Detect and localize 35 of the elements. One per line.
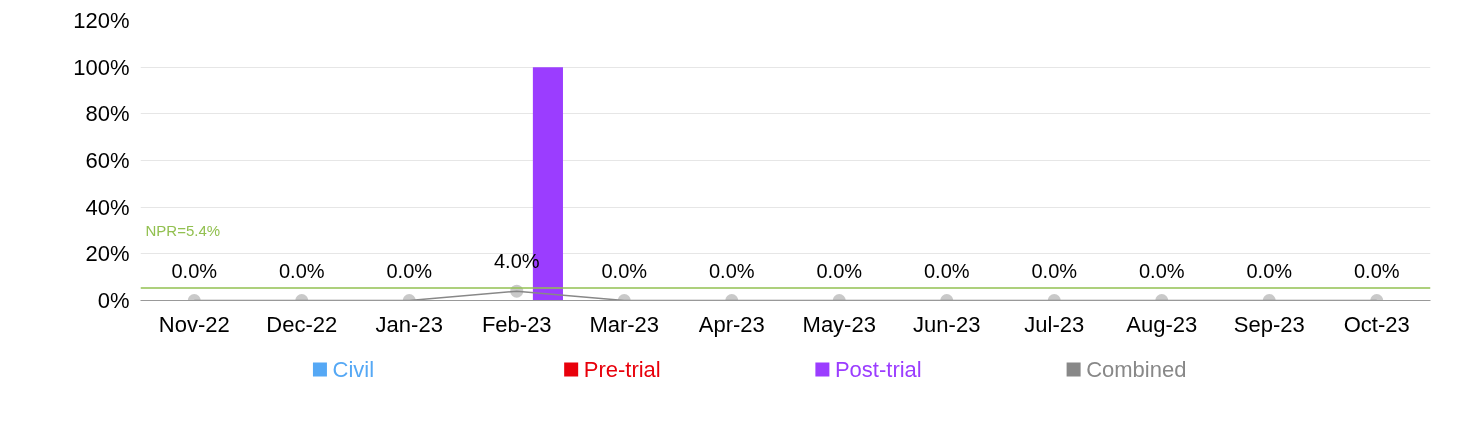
data-label: 0.0% <box>816 259 863 282</box>
data-label: 0.0% <box>1031 259 1078 282</box>
data-label: 0.0% <box>1138 259 1185 282</box>
x-tick-label: Jul-23 <box>1024 311 1085 337</box>
ref-line-label: NPR=5.4% <box>145 222 221 239</box>
legend-label: Pre-trial <box>583 357 661 382</box>
data-label: 0.0% <box>1353 259 1400 282</box>
x-tick-label: Aug-23 <box>1126 311 1198 337</box>
legend-label: Combined <box>1086 357 1187 382</box>
x-tick-label: Jun-23 <box>913 311 981 337</box>
data-label: 0.0% <box>171 259 218 282</box>
y-tick-label: 100% <box>73 54 130 80</box>
x-tick-label: Apr-23 <box>698 311 765 337</box>
x-tick-label: May-23 <box>802 311 876 337</box>
data-label: 0.0% <box>601 259 648 282</box>
y-tick-label: 80% <box>85 101 130 127</box>
x-tick-label: Oct-23 <box>1343 311 1410 337</box>
x-tick-label: Mar-23 <box>589 311 660 337</box>
y-tick-label: 0% <box>97 288 130 313</box>
y-tick-label: 60% <box>85 148 130 173</box>
y-tick-label: 20% <box>85 241 130 267</box>
y-tick-label: 120% <box>73 8 130 33</box>
x-tick-label: Feb-23 <box>481 311 552 337</box>
x-tick-label: Nov-22 <box>158 311 230 337</box>
data-label: 0.0% <box>708 259 755 282</box>
data-label: 0.0% <box>386 259 433 282</box>
x-tick-label: Sep-23 <box>1233 311 1305 337</box>
x-tick-label: Dec-22 <box>266 311 338 337</box>
data-label: 0.0% <box>1246 259 1293 282</box>
y-tick-label: 40% <box>85 194 130 220</box>
legend-label: Civil <box>332 357 375 382</box>
x-tick-label: Jan-23 <box>375 311 443 337</box>
legend-label: Post-trial <box>834 357 922 382</box>
data-label: 0.0% <box>278 259 325 282</box>
data-label: 0.0% <box>923 259 970 282</box>
